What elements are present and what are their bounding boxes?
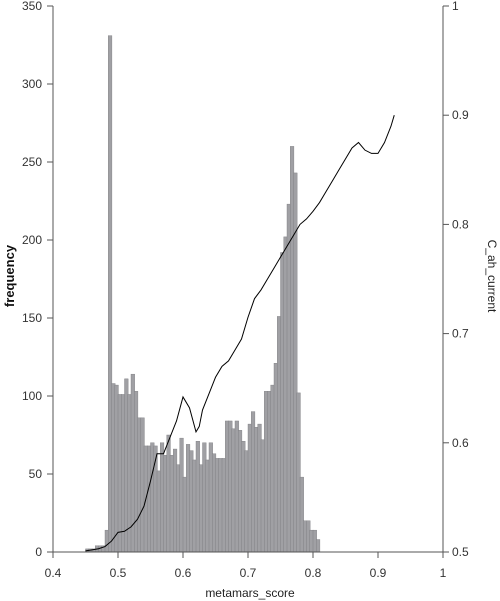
y2-tick-label: 0.8 xyxy=(452,217,469,231)
x-tick-label: 0.9 xyxy=(370,566,387,580)
y2-tick-label: 0.9 xyxy=(452,108,469,122)
y-axis-title: frequency xyxy=(2,244,17,307)
x-tick-label: 0.7 xyxy=(240,566,257,580)
y2-tick-label: 0.7 xyxy=(452,327,469,341)
tick-labels: 0.4 0.5 0.6 0.7 0.8 0.9 1 0 50 100 150 200 250 300 350… xyxy=(22,0,469,580)
y2-tick-label: 0.5 xyxy=(452,545,469,559)
cah-current-line xyxy=(85,115,395,552)
y-tick-label: 300 xyxy=(22,77,42,91)
y-tick-label: 250 xyxy=(22,155,42,169)
x-tick-label: 1 xyxy=(440,566,447,580)
x-axis-title: metamars_score xyxy=(205,586,295,600)
x-tick-label: 0.4 xyxy=(45,566,62,580)
y2-axis-title: C_ah_current xyxy=(485,240,499,313)
frequency-bar xyxy=(316,539,321,553)
axes xyxy=(47,5,449,558)
x-tick-label: 0.6 xyxy=(175,566,192,580)
frequency-bars xyxy=(85,35,321,553)
y-tick-label: 0 xyxy=(35,545,42,559)
x-tick-label: 0.5 xyxy=(110,566,127,580)
y-tick-label: 150 xyxy=(22,311,42,325)
y-tick-label: 100 xyxy=(22,389,42,403)
y-tick-label: 350 xyxy=(22,0,42,13)
y-tick-label: 50 xyxy=(29,467,43,481)
y-tick-label: 200 xyxy=(22,233,42,247)
y2-tick-label: 1 xyxy=(452,0,459,13)
y2-tick-label: 0.6 xyxy=(452,436,469,450)
cah-line-layer xyxy=(85,115,395,552)
x-tick-label: 0.8 xyxy=(305,566,322,580)
